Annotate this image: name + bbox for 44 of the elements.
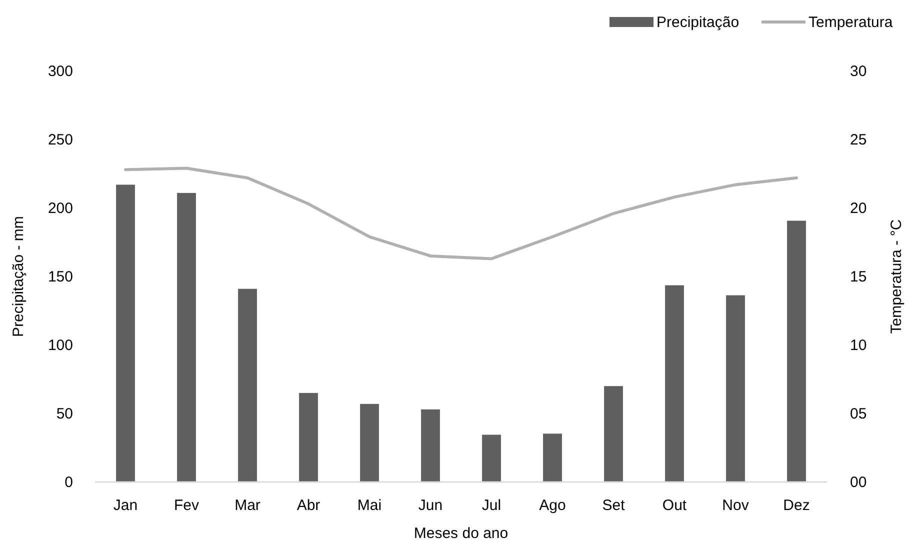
x-tick-label: Abr: [296, 497, 320, 514]
y2-tick-label: 00: [850, 474, 867, 491]
bar: [421, 409, 440, 482]
bar: [238, 288, 257, 482]
y2-tick-label: 20: [850, 200, 867, 217]
x-tick-label: Jul: [482, 497, 502, 514]
x-tick-label: Nov: [722, 497, 750, 514]
bar: [543, 434, 562, 482]
bar: [299, 392, 318, 482]
legend-label: Temperatura: [808, 14, 894, 31]
y-tick-label: 250: [48, 132, 73, 148]
y2-tick-label: 30: [850, 63, 867, 80]
x-tick-label: Jun: [418, 497, 443, 514]
y2-tick-label: 15: [850, 268, 867, 286]
x-axis-title: Meses do ano: [414, 525, 508, 542]
bar: [665, 285, 684, 482]
bar: [604, 386, 623, 482]
y2-axis-title: Temperatura - °C: [888, 219, 905, 334]
x-tick-label: Dez: [783, 497, 810, 514]
legend-label: Precipitação: [656, 14, 740, 31]
y-tick-label: 0: [64, 474, 73, 491]
bar: [360, 404, 379, 482]
bar: [177, 192, 196, 482]
y2-tick-label: 05: [850, 406, 867, 422]
bar: [482, 434, 501, 482]
y2-tick-label: 25: [850, 132, 867, 148]
y-tick-label: 50: [56, 406, 73, 422]
y-tick-label: 200: [48, 200, 73, 217]
x-tick-label: Out: [662, 497, 688, 514]
x-tick-label: Fev: [174, 497, 200, 514]
x-tick-label: Mai: [357, 497, 382, 514]
y-tick-label: 100: [48, 337, 73, 354]
bar: [726, 295, 745, 482]
line-series: [124, 166, 798, 260]
x-tick-label: Mar: [234, 497, 260, 514]
x-tick-label: Ago: [539, 497, 566, 514]
bar: [116, 184, 135, 482]
y2-tick-label: 10: [850, 337, 867, 354]
x-tick-label: Set: [602, 497, 626, 514]
bar: [787, 220, 806, 482]
y-tick-label: 150: [48, 268, 73, 286]
x-tick-label: Jan: [113, 497, 138, 514]
y-tick-label: 300: [48, 63, 73, 80]
y-axis-title: Precipitação - mm: [10, 216, 27, 337]
